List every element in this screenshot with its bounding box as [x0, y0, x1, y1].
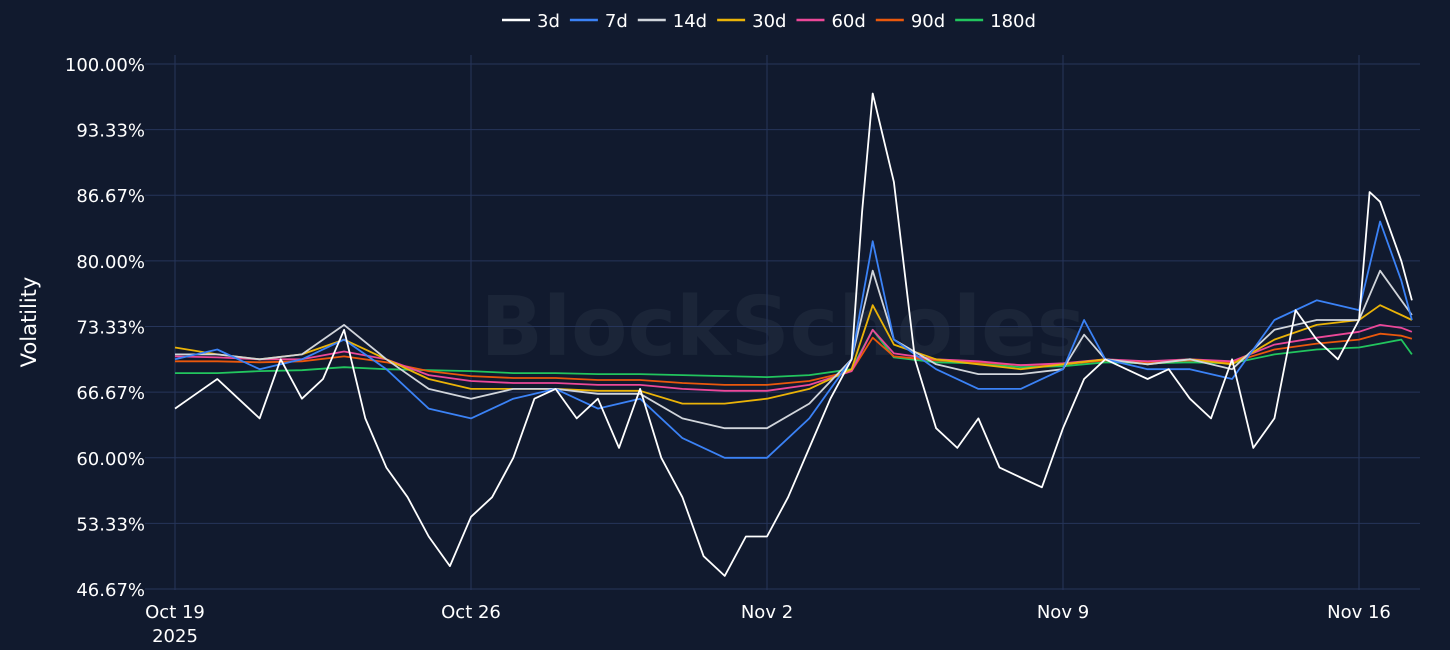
- y-tick-label: 80.00%: [76, 252, 145, 273]
- y-tick-label: 66.67%: [76, 383, 145, 404]
- legend-label: 180d: [990, 11, 1036, 32]
- series-layer: [174, 92, 1413, 577]
- y-tick-label: 60.00%: [76, 449, 145, 470]
- legend-item-60d[interactable]: 60d: [796, 11, 866, 32]
- legend-label: 60d: [831, 11, 865, 32]
- legend-item-30d[interactable]: 30d: [717, 11, 786, 32]
- series-line-7d: [174, 220, 1413, 459]
- legend-item-90d[interactable]: 90d: [875, 11, 945, 32]
- y-tick-label: 86.67%: [76, 186, 145, 207]
- legend-label: 90d: [911, 11, 945, 32]
- x-tick-label: Nov 2: [741, 602, 793, 623]
- x-tick-label: Oct 26: [441, 602, 501, 623]
- y-tick-label: 46.67%: [76, 580, 145, 601]
- legend-item-3d[interactable]: 3d: [502, 11, 560, 32]
- legend-item-7d[interactable]: 7d: [569, 11, 628, 32]
- x-tick-label: Oct 19: [145, 602, 205, 623]
- x-axis: Oct 19 2025 Oct 26 Nov 2 Nov 9 Nov 16: [145, 602, 1391, 647]
- legend-label: 14d: [673, 11, 707, 32]
- x-tick-label: Nov 9: [1037, 602, 1089, 623]
- legend[interactable]: 3d 7d 14d 30d 60d 90d 180d: [502, 11, 1036, 32]
- x-tick-label: Nov 16: [1327, 602, 1391, 623]
- series-line-60d: [174, 323, 1413, 392]
- y-tick-label: 93.33%: [76, 121, 145, 142]
- x-tick-sublabel: 2025: [152, 626, 198, 647]
- y-tick-label: 73.33%: [76, 318, 145, 339]
- legend-label: 7d: [605, 11, 628, 32]
- watermark: BlockScholes: [481, 280, 1086, 375]
- legend-item-14d[interactable]: 14d: [637, 11, 707, 32]
- legend-item-180d[interactable]: 180d: [955, 11, 1036, 32]
- y-tick-label: 53.33%: [76, 514, 145, 535]
- series-line-3d: [174, 92, 1413, 577]
- y-axis-label: Volatility: [17, 277, 41, 368]
- y-axis: 100.00% 93.33% 86.67% 80.00% 73.33% 66.67% 60.…: [65, 55, 145, 601]
- series-line-30d: [174, 304, 1413, 405]
- y-tick-label: 100.00%: [65, 55, 145, 76]
- grid: [145, 55, 1420, 590]
- legend-label: 3d: [537, 11, 560, 32]
- legend-label: 30d: [752, 11, 786, 32]
